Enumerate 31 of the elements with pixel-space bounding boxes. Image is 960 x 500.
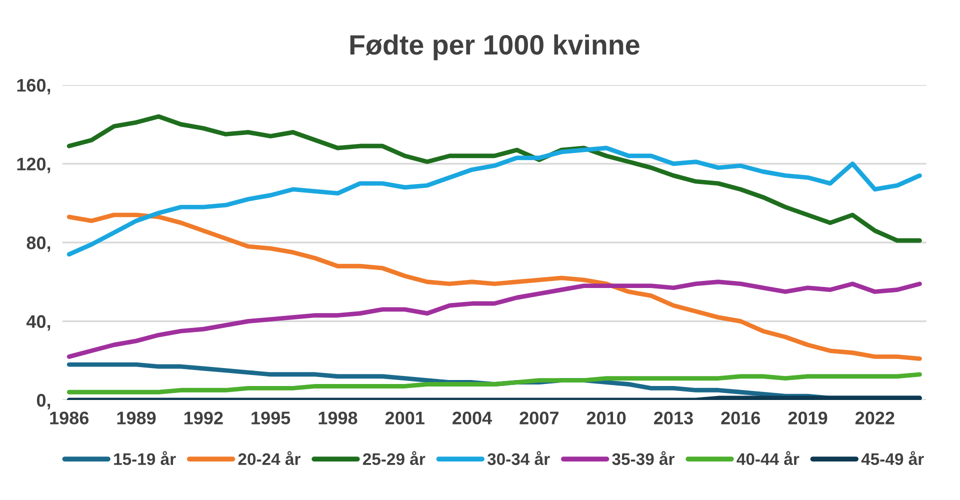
- legend-label: 35-39 år: [612, 451, 674, 466]
- y-tick-label: 80,: [26, 236, 50, 252]
- line-series: [66, 212, 922, 361]
- x-tick-label: 2001: [385, 412, 424, 424]
- x-tick-label: 2013: [654, 412, 693, 424]
- line-series: [66, 146, 922, 257]
- line-series: [66, 372, 922, 394]
- x-tick-label: 2016: [721, 412, 760, 424]
- chart-title: Fødte per 1000 kvinne: [350, 34, 640, 60]
- x-tick-label: 2022: [855, 412, 894, 424]
- x-tick-label: 1986: [50, 412, 89, 424]
- x-tick-label: 2004: [452, 412, 492, 424]
- x-tick-label: 2019: [788, 412, 828, 424]
- legend-label: 30-34 år: [487, 451, 550, 466]
- legend-label: 45-49 år: [861, 451, 924, 466]
- y-tick-label: 0,: [36, 394, 50, 410]
- y-tick-label: 40,: [26, 315, 50, 331]
- legend-label: 20-24 år: [238, 451, 300, 466]
- x-tick-label: 2007: [520, 412, 558, 424]
- x-tick-label: 1989: [117, 412, 156, 424]
- x-tick-label: 2010: [586, 412, 626, 424]
- legend-label: 25-29 år: [362, 451, 426, 466]
- x-tick-label: 1992: [184, 412, 223, 424]
- legend-label: 15-19 år: [114, 451, 176, 466]
- legend-label: 40-44 år: [736, 451, 800, 466]
- y-tick-label: 160,: [17, 78, 50, 94]
- line-series: [66, 280, 922, 359]
- x-tick-label: 1998: [318, 412, 358, 424]
- line-series: [66, 114, 922, 243]
- y-tick-label: 120,: [17, 158, 50, 174]
- x-tick-label: 1995: [252, 412, 290, 424]
